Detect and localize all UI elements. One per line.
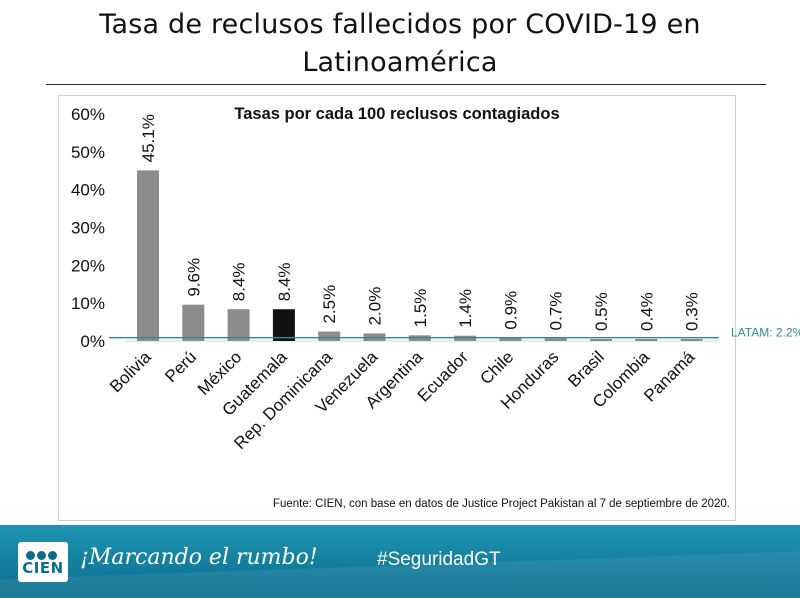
bar-chile [499, 337, 522, 341]
bar-brasil [590, 339, 612, 341]
bar-value-label: 0.5% [592, 292, 611, 331]
bar-value-label: 0.3% [683, 292, 702, 331]
category-label: Panamá [640, 347, 699, 406]
cien-logo: CIEN [18, 542, 68, 582]
bar-colombia [635, 339, 658, 341]
footer-banner: CIEN ¡Marcando el rumbo! #SeguridadGT [0, 525, 800, 598]
y-tick-label: 50% [71, 143, 105, 162]
bar-chart: Tasas por cada 100 reclusos contagiados 0… [71, 105, 800, 453]
category-label: Ecuador [414, 347, 472, 405]
category-label: Perú [161, 347, 200, 386]
title-divider [46, 84, 766, 85]
chart-title: Tasas por cada 100 reclusos contagiados [234, 105, 559, 123]
logo-text: CIEN [22, 559, 64, 577]
bar-value-label: 9.6% [184, 258, 203, 297]
y-tick-label: 0% [80, 332, 105, 351]
category-label: Chile [476, 347, 517, 388]
source-note: Fuente: CIEN, con base en datos de Justi… [272, 498, 730, 510]
y-tick-label: 20% [71, 256, 105, 275]
bar-value-label: 1.4% [456, 289, 475, 328]
y-tick-label: 60% [71, 105, 105, 124]
latam-reference-label: LATAM: 2.2% [731, 326, 800, 340]
bar-per- [182, 304, 205, 341]
y-tick-label: 40% [71, 181, 105, 200]
bar-value-label: 8.4% [275, 262, 294, 301]
category-label: Bolivia [106, 347, 155, 396]
bar-m-xico [227, 309, 250, 341]
bar-value-label: 2.0% [366, 287, 385, 326]
chart-frame: Tasas por cada 100 reclusos contagiados 0… [58, 95, 800, 521]
bar-value-label: 0.7% [547, 292, 566, 331]
bar-rep-dominicana [318, 331, 341, 341]
y-tick-label: 30% [71, 219, 105, 238]
page-title: Tasa de reclusos fallecidos por COVID-19… [99, 9, 701, 78]
bar-honduras [544, 338, 567, 341]
bar-guatemala [272, 309, 295, 341]
logo-dots-icon [26, 547, 59, 565]
bar-value-label: 0.9% [501, 291, 520, 330]
bar-ecuador [454, 335, 477, 341]
hashtag: #SeguridadGT [377, 549, 501, 570]
bar-value-label: 1.5% [411, 289, 430, 328]
bar-bolivia [137, 170, 159, 341]
bar-value-label: 0.4% [637, 292, 656, 331]
bar-value-label: 45.1% [139, 114, 158, 162]
y-tick-label: 10% [71, 294, 105, 313]
category-label: Brasil [564, 347, 607, 390]
slogan: ¡Marcando el rumbo! [80, 545, 318, 570]
bar-value-label: 8.4% [230, 262, 249, 301]
bar-panam- [680, 339, 703, 341]
bar-value-label: 2.5% [320, 285, 339, 324]
